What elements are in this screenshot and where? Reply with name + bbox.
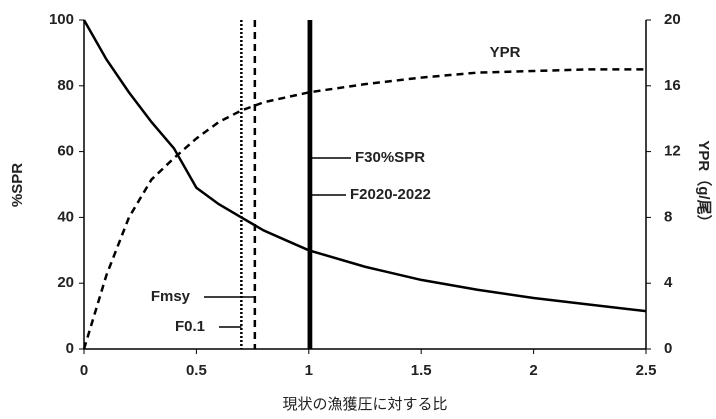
reference-label: Fmsy [151,288,191,305]
series-label: YPR [490,44,521,61]
y2-tick-label: 12 [664,143,681,160]
y2-tick-label: 16 [664,77,681,94]
y-axis-label: %SPR [9,163,26,207]
x-tick-label: 1.5 [411,362,432,379]
x-tick-label: 0.5 [186,362,207,379]
y2-axis-label: YPR（g/尾） [695,140,713,229]
y2-tick-label: 20 [664,11,681,28]
x-tick-label: 0 [80,362,88,379]
y2-tick-label: 0 [664,340,672,357]
y-tick-label: 20 [57,274,74,291]
x-axis-label: 現状の漁獲圧に対する比 [282,396,447,413]
series-line [82,68,646,350]
reference-label: F30%SPR [355,149,425,166]
y-tick-label: 40 [57,208,74,225]
reference-label: F0.1 [175,318,205,335]
y-tick-label: 0 [66,340,74,357]
x-tick-label: 1 [305,362,313,379]
x-tick-label: 2.5 [636,362,657,379]
y2-tick-label: 4 [664,274,673,291]
y-tick-label: 80 [57,77,74,94]
y2-tick-label: 8 [664,208,672,225]
y-tick-label: 100 [49,11,74,28]
x-tick-label: 2 [529,362,537,379]
y-tick-label: 60 [57,143,74,160]
series-line [82,19,647,313]
reference-label: F2020-2022 [350,186,431,203]
